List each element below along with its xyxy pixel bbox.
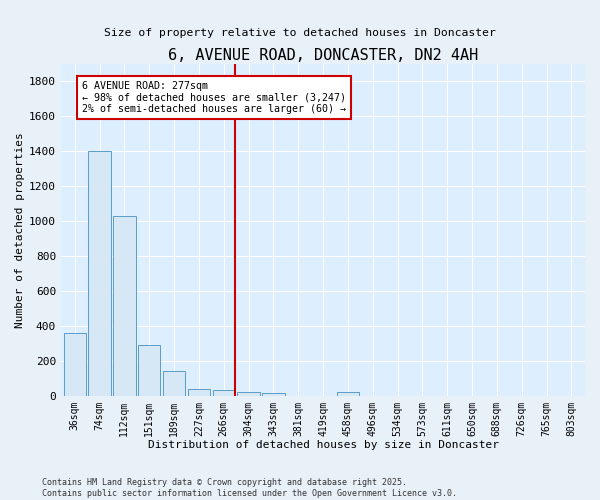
Bar <box>113 216 136 396</box>
Bar <box>163 372 185 396</box>
Bar <box>337 392 359 396</box>
X-axis label: Distribution of detached houses by size in Doncaster: Distribution of detached houses by size … <box>148 440 499 450</box>
Y-axis label: Number of detached properties: Number of detached properties <box>15 132 25 328</box>
Bar <box>188 388 210 396</box>
Bar <box>262 393 284 396</box>
Bar <box>238 392 260 396</box>
Text: 6 AVENUE ROAD: 277sqm
← 98% of detached houses are smaller (3,247)
2% of semi-de: 6 AVENUE ROAD: 277sqm ← 98% of detached … <box>82 81 346 114</box>
Bar <box>212 390 235 396</box>
Text: Contains HM Land Registry data © Crown copyright and database right 2025.
Contai: Contains HM Land Registry data © Crown c… <box>42 478 457 498</box>
Text: Size of property relative to detached houses in Doncaster: Size of property relative to detached ho… <box>104 28 496 38</box>
Bar <box>138 345 160 396</box>
Title: 6, AVENUE ROAD, DONCASTER, DN2 4AH: 6, AVENUE ROAD, DONCASTER, DN2 4AH <box>168 48 478 62</box>
Bar <box>64 333 86 396</box>
Bar <box>88 151 110 396</box>
